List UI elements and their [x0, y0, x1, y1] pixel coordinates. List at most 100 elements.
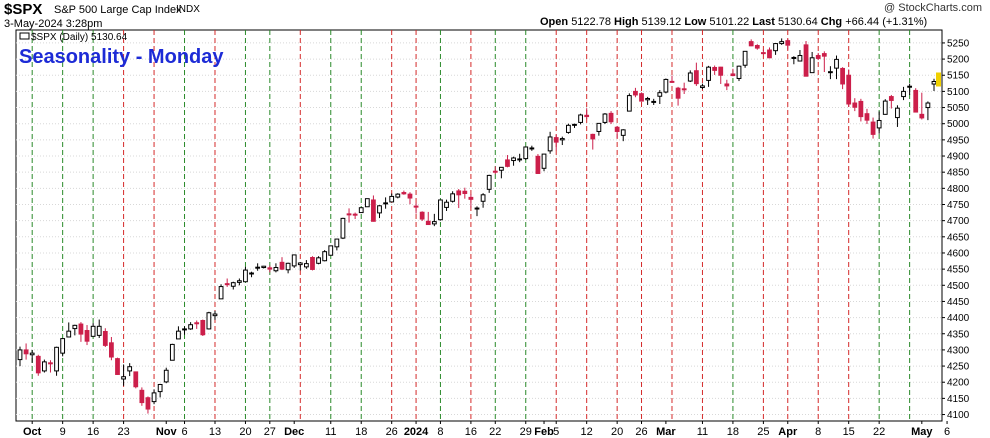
candle	[803, 40, 809, 77]
candle	[760, 49, 766, 55]
candle-body	[169, 343, 175, 361]
candle-body	[35, 355, 41, 374]
candle	[157, 383, 163, 398]
candle-body	[590, 133, 596, 140]
candle-body	[888, 96, 894, 101]
candle-body	[809, 57, 815, 74]
candle-body	[742, 50, 748, 66]
quote-date: 3-May-2024 3:28pm	[4, 18, 103, 30]
candle	[212, 310, 218, 320]
candle	[364, 198, 370, 208]
candle	[371, 195, 376, 222]
candle	[310, 256, 315, 271]
candle-body	[115, 358, 120, 375]
candle	[29, 349, 35, 363]
candle-body	[444, 201, 449, 208]
candle-body	[450, 193, 456, 202]
candle-body	[468, 196, 474, 200]
legend-swatch	[19, 32, 30, 40]
candle	[297, 262, 303, 271]
y-tick-label: 5200	[947, 55, 970, 66]
plot-frame	[15, 29, 943, 422]
stockcharts-brand[interactable]: @ StockCharts.com	[884, 2, 982, 14]
candle-body	[102, 330, 108, 346]
candle-body	[273, 267, 279, 272]
candle	[700, 83, 705, 90]
candle-body	[779, 41, 785, 45]
low-value: 5101.22	[709, 16, 750, 28]
candle	[188, 322, 194, 330]
candle-body	[96, 325, 102, 336]
open-value: 5122.78	[571, 16, 611, 28]
candle	[498, 166, 504, 179]
candle-body	[358, 207, 364, 214]
candle-body	[255, 266, 261, 269]
x-tick-label: Nov	[156, 426, 178, 438]
candle-body	[297, 262, 303, 266]
candle	[663, 78, 669, 94]
y-tick-label: 4800	[947, 184, 970, 195]
x-tick-label: 5	[553, 426, 559, 438]
candle-body	[322, 251, 328, 262]
candle	[267, 265, 273, 273]
instrument-name: S&P 500 Large Cap Index	[54, 4, 182, 16]
y-tick-label: 4750	[947, 200, 970, 211]
x-tick-label: 13	[209, 426, 221, 438]
candle-body	[547, 136, 553, 152]
candle	[450, 191, 456, 203]
candle-body	[334, 238, 340, 248]
candle-body	[66, 330, 72, 338]
candle-body	[901, 90, 906, 98]
candle-body	[291, 254, 297, 267]
candle	[328, 245, 334, 256]
candle-body	[645, 98, 651, 101]
candle-body	[736, 65, 742, 79]
candle	[419, 211, 425, 221]
candle-body	[913, 89, 919, 113]
candle-body	[438, 199, 443, 221]
candle	[96, 319, 102, 338]
y-tick-label: 4500	[947, 281, 970, 292]
candle-body	[675, 87, 681, 99]
candle	[797, 50, 803, 62]
exchange-label: INDX	[176, 4, 200, 15]
candle	[706, 65, 711, 87]
candle-body	[395, 193, 401, 198]
candle-body	[431, 221, 437, 225]
candle-body	[785, 40, 791, 46]
candle-body	[60, 338, 66, 354]
candle-body	[230, 282, 236, 287]
y-tick-label: 4150	[947, 394, 970, 405]
y-tick-label: 4950	[947, 135, 970, 146]
x-tick-label: 11	[697, 426, 708, 438]
candle-body	[127, 366, 133, 372]
candle	[334, 238, 340, 251]
candle	[888, 94, 894, 109]
candle	[748, 39, 754, 47]
candle-body	[413, 205, 419, 208]
candle	[651, 98, 657, 105]
candle	[444, 199, 449, 211]
candle-body	[505, 159, 510, 167]
candle-body	[706, 66, 711, 81]
candle	[224, 278, 230, 287]
y-tick-label: 4250	[947, 362, 970, 373]
candle-body	[303, 263, 309, 268]
candle	[736, 65, 742, 82]
candle-body	[803, 44, 809, 77]
candle-body	[261, 265, 267, 269]
candle-body	[29, 352, 35, 356]
candle	[48, 360, 53, 373]
candle-body	[486, 174, 492, 190]
y-tick-label: 4850	[947, 168, 970, 179]
candle-body	[919, 113, 925, 119]
candle	[480, 193, 486, 208]
candle	[35, 354, 41, 376]
candle	[17, 346, 23, 367]
candle-body	[828, 71, 833, 74]
x-tick-label: 26	[635, 426, 647, 438]
candle	[182, 326, 187, 335]
candle-body	[474, 207, 480, 210]
candle	[858, 98, 864, 122]
